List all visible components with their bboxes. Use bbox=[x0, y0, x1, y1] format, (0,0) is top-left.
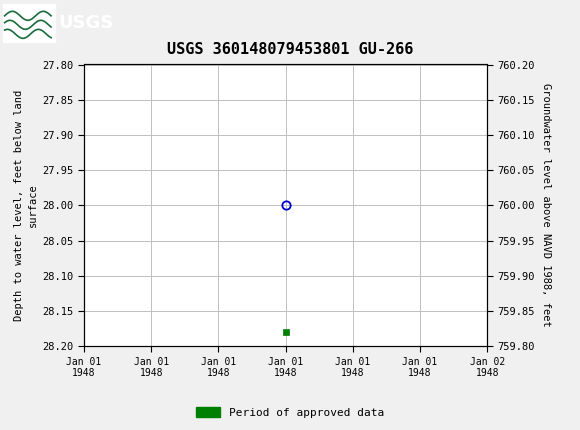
Legend: Period of approved data: Period of approved data bbox=[191, 403, 389, 422]
Text: USGS: USGS bbox=[58, 14, 113, 31]
Bar bbox=[3, 3, 55, 42]
Y-axis label: Groundwater level above NAVD 1988, feet: Groundwater level above NAVD 1988, feet bbox=[541, 83, 550, 327]
Y-axis label: Depth to water level, feet below land
surface: Depth to water level, feet below land su… bbox=[14, 90, 38, 321]
Text: USGS 360148079453801 GU-266: USGS 360148079453801 GU-266 bbox=[167, 42, 413, 57]
